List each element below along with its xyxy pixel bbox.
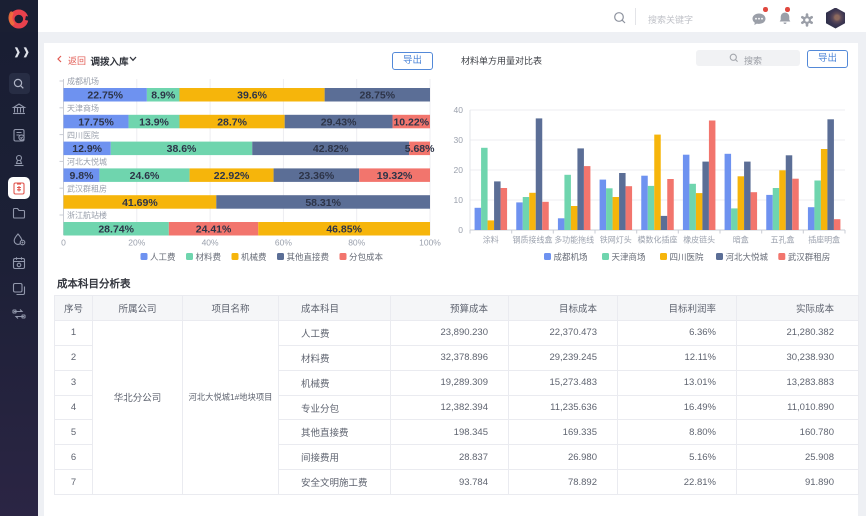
svg-text:浙江航站楼: 浙江航站楼 xyxy=(67,210,107,220)
svg-text:42.82%: 42.82% xyxy=(313,143,349,155)
svg-text:五孔盒: 五孔盒 xyxy=(771,235,795,245)
svg-text:8.9%: 8.9% xyxy=(151,90,176,102)
svg-text:天津商场: 天津商场 xyxy=(67,103,99,113)
svg-text:暗盒: 暗盒 xyxy=(733,235,749,245)
svg-text:19.32%: 19.32% xyxy=(377,170,413,182)
svg-text:天津商场: 天津商场 xyxy=(612,252,646,262)
svg-text:涂料: 涂料 xyxy=(483,235,499,245)
svg-text:9.8%: 9.8% xyxy=(69,170,94,182)
svg-text:41.69%: 41.69% xyxy=(122,197,158,209)
svg-text:12.9%: 12.9% xyxy=(72,143,102,155)
svg-text:机械费: 机械费 xyxy=(241,252,267,262)
svg-text:100%: 100% xyxy=(419,238,441,248)
svg-text:20: 20 xyxy=(454,165,464,175)
svg-text:17.75%: 17.75% xyxy=(78,116,114,128)
svg-text:河北大悦城: 河北大悦城 xyxy=(67,157,107,167)
svg-text:0: 0 xyxy=(458,225,463,235)
svg-text:10: 10 xyxy=(454,195,464,205)
svg-text:四川医院: 四川医院 xyxy=(67,130,99,140)
svg-text:28.74%: 28.74% xyxy=(98,224,134,236)
svg-text:60%: 60% xyxy=(275,238,292,248)
svg-text:38.6%: 38.6% xyxy=(167,143,197,155)
svg-text:人工费: 人工费 xyxy=(150,252,176,262)
svg-text:58.31%: 58.31% xyxy=(305,197,341,209)
svg-text:10.22%: 10.22% xyxy=(393,116,429,128)
svg-text:插座明盒: 插座明盒 xyxy=(808,235,840,245)
svg-text:5.68%: 5.68% xyxy=(405,143,435,155)
svg-text:四川医院: 四川医院 xyxy=(670,252,705,262)
svg-text:23.36%: 23.36% xyxy=(299,170,335,182)
svg-text:成都机场: 成都机场 xyxy=(67,76,99,86)
svg-text:40: 40 xyxy=(454,105,464,115)
svg-text:24.6%: 24.6% xyxy=(130,170,160,182)
svg-text:22.92%: 22.92% xyxy=(214,170,250,182)
svg-text:40%: 40% xyxy=(202,238,219,248)
svg-text:30: 30 xyxy=(454,135,464,145)
svg-text:钢质接线盒: 钢质接线盒 xyxy=(513,235,553,245)
svg-text:多功能拖线: 多功能拖线 xyxy=(554,235,594,245)
svg-text:分包成本: 分包成本 xyxy=(349,252,384,262)
svg-text:22.75%: 22.75% xyxy=(87,90,123,102)
svg-text:20%: 20% xyxy=(128,238,145,248)
svg-text:39.6%: 39.6% xyxy=(237,90,267,102)
svg-text:24.41%: 24.41% xyxy=(196,224,232,236)
svg-text:其他直接费: 其他直接费 xyxy=(287,252,330,262)
svg-text:0: 0 xyxy=(61,238,66,248)
svg-text:成都机场: 成都机场 xyxy=(554,252,588,262)
svg-text:28.75%: 28.75% xyxy=(360,90,396,102)
svg-text:武汉群租房: 武汉群租房 xyxy=(788,252,831,262)
svg-text:29.43%: 29.43% xyxy=(321,116,357,128)
svg-text:模数化插座: 模数化插座 xyxy=(638,235,678,245)
svg-text:河北大悦城: 河北大悦城 xyxy=(726,252,769,262)
svg-text:28.7%: 28.7% xyxy=(217,116,247,128)
svg-text:13.9%: 13.9% xyxy=(139,116,169,128)
svg-text:武汉群租房: 武汉群租房 xyxy=(67,183,107,193)
svg-text:80%: 80% xyxy=(348,238,365,248)
svg-text:橡皮链头: 橡皮链头 xyxy=(683,235,715,245)
svg-text:46.85%: 46.85% xyxy=(326,224,362,236)
svg-text:铁网灯头: 铁网灯头 xyxy=(600,235,632,245)
svg-text:材料费: 材料费 xyxy=(196,252,222,262)
